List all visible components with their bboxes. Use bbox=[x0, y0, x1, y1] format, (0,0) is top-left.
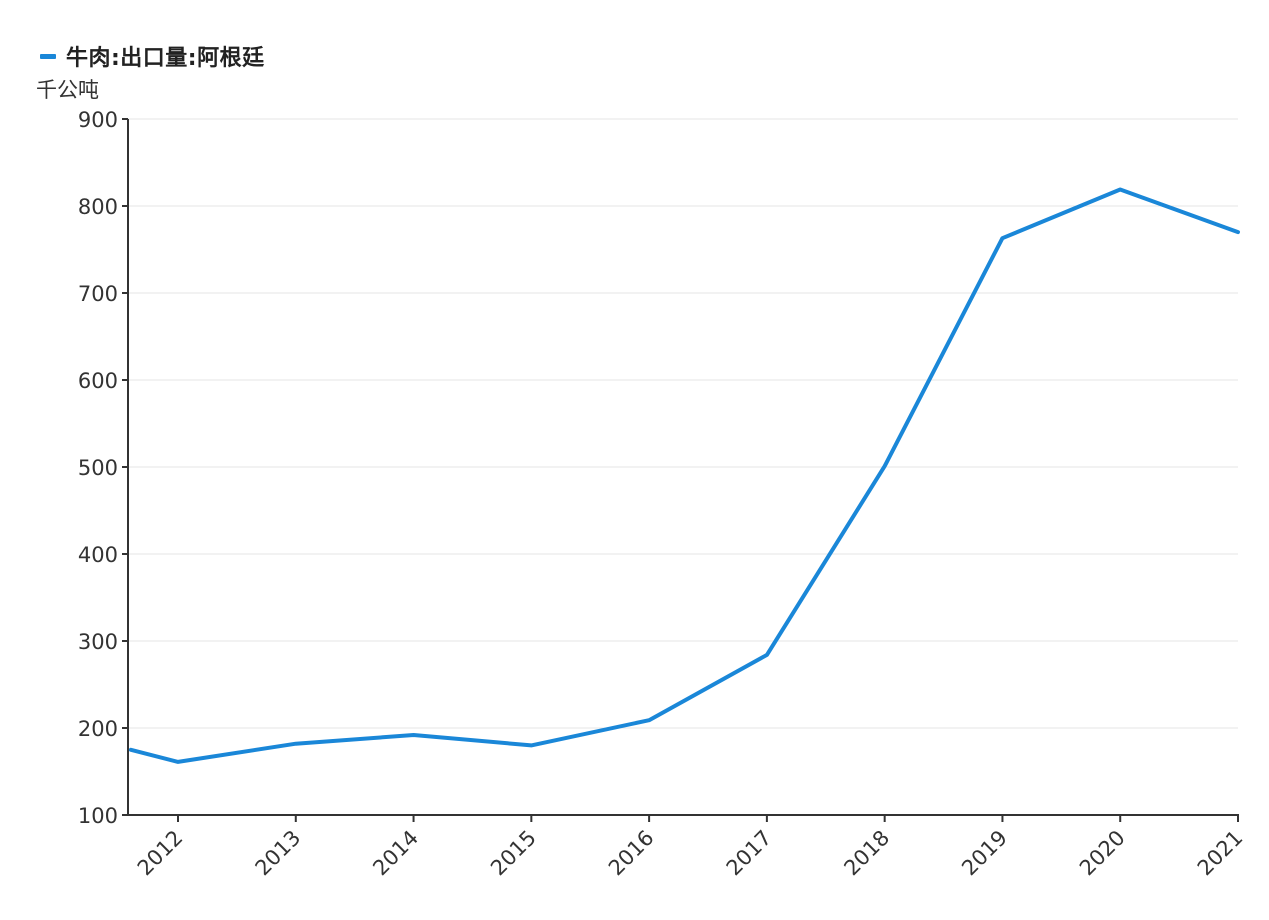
y-tick-label-200: 200 bbox=[78, 717, 118, 741]
y-tick-label-400: 400 bbox=[78, 543, 118, 567]
y-tick-label-900: 900 bbox=[78, 108, 118, 132]
y-tick-label-700: 700 bbox=[78, 282, 118, 306]
series-layer bbox=[128, 187, 1240, 764]
y-tick-label-100: 100 bbox=[78, 804, 118, 828]
y-tick-label-800: 800 bbox=[78, 195, 118, 219]
series-line-0 bbox=[128, 187, 1240, 764]
x-tick-label-2014: 2014 bbox=[368, 826, 423, 881]
x-tick-label-2012: 2012 bbox=[133, 826, 188, 881]
legend: 牛肉:出口量:阿根廷 bbox=[40, 42, 265, 71]
y-axis-unit-label: 千公吨 bbox=[36, 78, 99, 102]
y-tick-label-300: 300 bbox=[78, 630, 118, 654]
axes bbox=[122, 118, 1239, 822]
x-tick-label-2020: 2020 bbox=[1075, 826, 1130, 881]
x-tick-label-2013: 2013 bbox=[251, 826, 306, 881]
legend-swatch bbox=[40, 53, 56, 59]
legend-label: 牛肉:出口量:阿根廷 bbox=[66, 46, 265, 71]
x-tick-label-2019: 2019 bbox=[957, 826, 1012, 881]
grid-lines bbox=[128, 118, 1238, 729]
y-tick-label-600: 600 bbox=[78, 369, 118, 393]
x-tick-label-2018: 2018 bbox=[839, 826, 894, 881]
tick-labels: 100 200 300 400 500 600 700 800 900 2012 2013 2014 2… bbox=[78, 108, 1248, 880]
x-tick-label-2021: 2021 bbox=[1193, 826, 1248, 881]
y-tick-label-500: 500 bbox=[78, 456, 118, 480]
x-tick-label-2016: 2016 bbox=[604, 826, 659, 881]
x-tick-label-2017: 2017 bbox=[722, 826, 777, 881]
x-tick-label-2015: 2015 bbox=[486, 826, 541, 881]
